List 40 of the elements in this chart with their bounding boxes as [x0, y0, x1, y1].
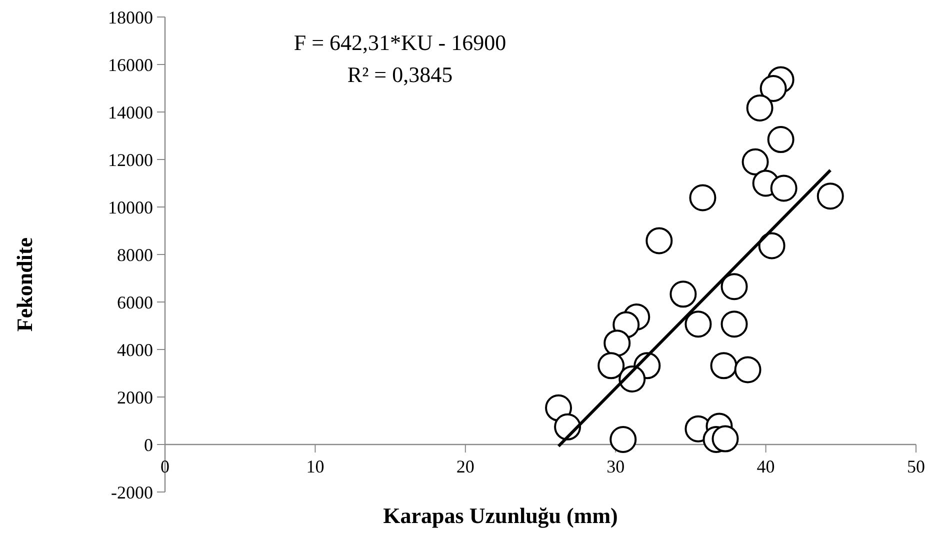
x-tick-label: 0 — [160, 456, 170, 476]
x-axis-title: Karapas Uzunluğu (mm) — [383, 503, 618, 528]
point — [720, 310, 748, 338]
point — [816, 182, 844, 210]
point — [767, 126, 794, 154]
point — [758, 232, 786, 260]
y-tick-label: 2000 — [117, 387, 153, 408]
x-tick-label: 40 — [756, 456, 775, 476]
y-tick-label: 18000 — [108, 7, 153, 28]
point — [770, 174, 798, 202]
x-tick-label: 50 — [907, 456, 925, 476]
point — [689, 184, 716, 212]
point — [742, 148, 769, 176]
x-tick-label: 30 — [606, 456, 625, 476]
point — [712, 425, 739, 452]
y-tick-label: -2000 — [111, 482, 153, 502]
point — [646, 227, 673, 254]
point — [670, 280, 697, 308]
y-tick-label: 12000 — [108, 150, 153, 170]
y-tick-label: 8000 — [117, 244, 153, 265]
annotation: R² = 0,3845 — [347, 62, 453, 87]
y-tick-label: 6000 — [117, 292, 153, 312]
y-tick-label: 16000 — [108, 54, 153, 75]
point — [604, 330, 631, 357]
y-axis-title: Fekondite — [12, 237, 37, 332]
point — [746, 94, 774, 122]
x-tick-label: 10 — [306, 456, 324, 476]
y-tick-label: 10000 — [108, 197, 153, 218]
y-tick-label: 4000 — [117, 340, 153, 360]
point — [760, 74, 787, 102]
y-tick-label: 14000 — [108, 102, 153, 122]
x-tick-label: 20 — [456, 456, 474, 476]
point — [684, 310, 712, 338]
point — [720, 273, 748, 300]
point — [734, 356, 762, 384]
point — [710, 352, 738, 380]
annotation: F = 642,31*KU - 16900 — [294, 30, 506, 55]
point — [598, 352, 625, 380]
point — [610, 426, 637, 454]
y-tick-label: 0 — [144, 434, 153, 455]
